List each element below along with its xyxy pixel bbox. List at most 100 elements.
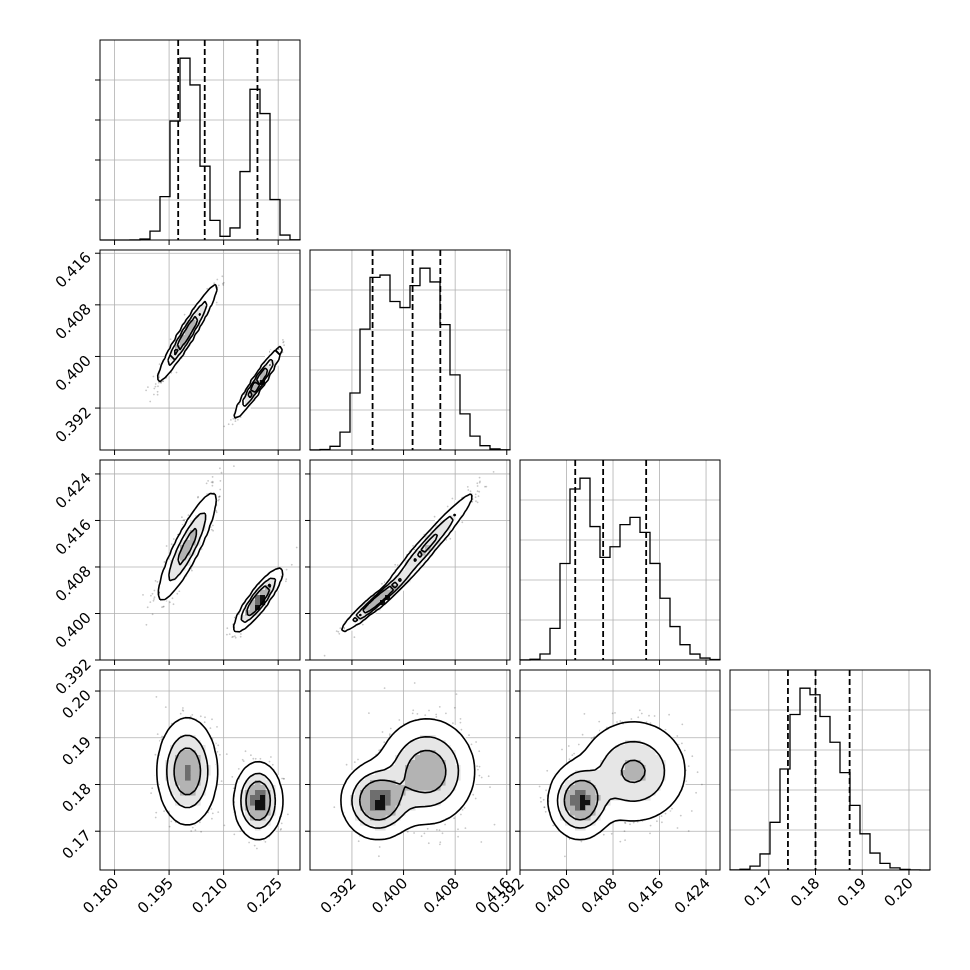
sample-point <box>162 380 165 382</box>
density-cell <box>190 555 196 561</box>
density-cell <box>440 515 446 521</box>
density-cell <box>410 560 416 566</box>
density-cell <box>180 570 186 576</box>
density-cell <box>460 510 466 516</box>
sample-point <box>218 495 221 498</box>
sample-point <box>339 627 342 630</box>
sample-point <box>323 654 326 657</box>
density-cell <box>410 555 416 561</box>
density-cell <box>195 515 201 521</box>
sample-point <box>476 482 479 485</box>
scatter-panel-1-3 <box>95 459 301 665</box>
density-cell <box>210 290 216 296</box>
density-cell <box>205 525 211 531</box>
sample-point <box>233 465 235 467</box>
sample-point <box>211 481 214 484</box>
density-cell <box>165 565 171 571</box>
density-cell <box>275 580 281 586</box>
density-cell <box>160 580 166 586</box>
corner-plot-panels: 0.180 0.195 0.210 0.225 0.392 0.400 0.408 0.416… <box>52 39 931 917</box>
sample-point <box>476 485 479 487</box>
density-cell <box>420 560 426 566</box>
sample-point <box>228 633 231 635</box>
density-contour <box>156 283 284 419</box>
density-cell <box>190 315 196 321</box>
density-cell <box>160 370 166 376</box>
density-cell <box>255 615 261 621</box>
density-cell <box>185 565 191 571</box>
density-cell <box>395 580 401 586</box>
sample-point <box>142 594 144 596</box>
density-cell <box>400 575 406 581</box>
density-cell <box>195 325 201 331</box>
density-cell <box>235 620 241 626</box>
sample-point <box>160 382 163 384</box>
density-cell <box>185 530 191 536</box>
density-cell <box>180 530 186 536</box>
density-contour <box>358 533 439 617</box>
density-cell <box>175 355 181 361</box>
density-cell <box>250 390 256 396</box>
sample-point <box>285 580 287 583</box>
histogram-panel-3 <box>519 459 721 665</box>
density-cell <box>350 620 356 626</box>
sample-point <box>216 278 219 281</box>
density-cell <box>260 375 266 381</box>
density-cell <box>190 330 196 336</box>
density-cell <box>245 615 251 621</box>
density-cell <box>200 505 206 511</box>
density-cell <box>415 565 421 571</box>
density-cell <box>180 555 186 561</box>
density-cell <box>175 585 181 591</box>
density-level-fill <box>255 595 261 606</box>
scatter-panel-1-2 <box>95 249 301 455</box>
density-cell <box>435 530 441 536</box>
density-cell <box>185 325 191 331</box>
sample-point <box>338 632 341 635</box>
density-contour <box>167 300 274 408</box>
density-cell <box>160 595 166 601</box>
sample-point <box>353 636 356 639</box>
sample-point <box>492 471 495 473</box>
panel-frame <box>99 39 301 241</box>
density-cell <box>210 285 216 291</box>
density-cell <box>455 505 461 511</box>
sample-point <box>170 543 173 546</box>
density-cell <box>445 530 451 536</box>
density-cell <box>350 615 356 621</box>
density-cell <box>410 565 416 571</box>
density-cell <box>180 345 186 351</box>
density-cell <box>265 580 271 586</box>
density-cell <box>385 600 391 606</box>
density-cell <box>200 310 206 316</box>
sample-point <box>451 497 454 500</box>
density-cell <box>450 520 456 526</box>
density-cell <box>440 525 446 531</box>
density-cell <box>195 545 201 551</box>
sample-point <box>169 338 172 341</box>
density-cell <box>190 320 196 326</box>
density-cell <box>175 350 181 356</box>
sample-point <box>476 501 479 504</box>
sample-point <box>162 605 165 608</box>
sample-point <box>337 630 340 633</box>
density-peaks <box>260 380 265 385</box>
density-cell <box>180 335 186 341</box>
sample-point <box>218 498 221 501</box>
density-peak <box>260 595 265 600</box>
panel-frame <box>309 249 511 451</box>
sample-point <box>153 596 156 599</box>
density-cell <box>210 500 216 506</box>
density-cell <box>195 310 201 316</box>
density-cell <box>395 590 401 596</box>
density-cell <box>415 555 421 561</box>
density-cell <box>445 510 451 516</box>
sample-point <box>226 633 228 636</box>
sample-point <box>394 563 397 566</box>
density-cell <box>365 605 371 611</box>
density-cell <box>240 405 246 411</box>
sample-point <box>479 480 481 483</box>
density-cell <box>250 620 256 626</box>
density-cell <box>190 535 196 541</box>
density-cell <box>165 580 171 586</box>
